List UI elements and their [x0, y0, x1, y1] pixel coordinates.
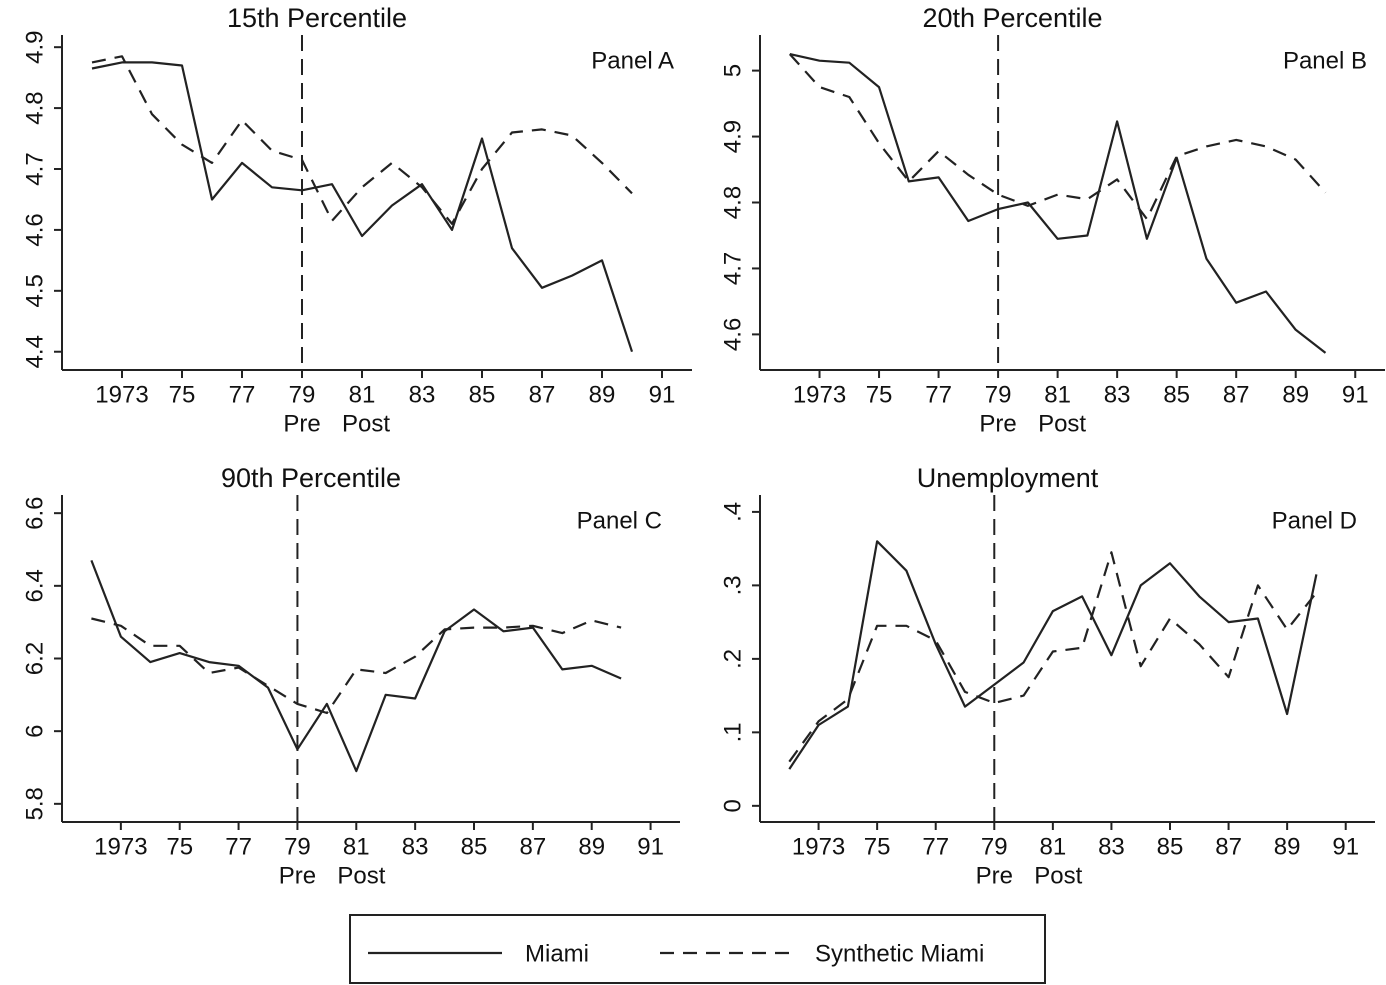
- x-tick-label: 81: [349, 381, 376, 408]
- legend-label: Synthetic Miami: [815, 940, 984, 967]
- post-label: Post: [342, 410, 390, 437]
- y-tick-label: 6: [21, 724, 48, 737]
- x-tick-label: 87: [1223, 381, 1250, 408]
- y-tick-label: 4.6: [719, 318, 746, 351]
- x-tick-label: 77: [925, 381, 952, 408]
- x-tick-label: 75: [166, 833, 193, 860]
- x-tick-label: 87: [520, 833, 547, 860]
- post-label: Post: [337, 862, 385, 889]
- pre-label: Pre: [283, 410, 320, 437]
- panel-title: Unemployment: [917, 463, 1099, 493]
- y-tick-label: .4: [719, 502, 746, 522]
- x-tick-label: 79: [985, 381, 1012, 408]
- y-tick-label: .1: [719, 722, 746, 742]
- x-tick-label: 85: [461, 833, 488, 860]
- panel-label: Panel A: [591, 47, 674, 74]
- x-tick-label: 89: [1282, 381, 1309, 408]
- series-line: [788, 53, 1327, 221]
- post-label: Post: [1038, 410, 1086, 437]
- x-tick-label: 1973: [793, 381, 846, 408]
- panel-title: 90th Percentile: [221, 463, 401, 493]
- x-tick-label: 87: [1215, 833, 1242, 860]
- x-tick-label: 89: [1274, 833, 1301, 860]
- x-tick-label: 91: [1332, 833, 1359, 860]
- x-tick-label: 91: [637, 833, 664, 860]
- x-tick-label: 75: [866, 381, 893, 408]
- series-line: [91, 55, 633, 225]
- x-tick-label: 91: [649, 381, 676, 408]
- y-tick-label: 4.8: [719, 186, 746, 219]
- legend-label: Miami: [525, 940, 589, 967]
- x-tick-label: 83: [1098, 833, 1125, 860]
- x-tick-label: 85: [469, 381, 496, 408]
- x-tick-label: 81: [343, 833, 370, 860]
- series-line: [789, 53, 1327, 354]
- x-tick-label: 81: [1044, 381, 1071, 408]
- x-tick-label: 89: [589, 381, 616, 408]
- x-tick-label: 75: [864, 833, 891, 860]
- panel-title: 15th Percentile: [227, 3, 407, 33]
- y-tick-label: 6.4: [21, 569, 48, 602]
- pre-label: Pre: [976, 862, 1013, 889]
- y-tick-label: 4.4: [21, 335, 48, 368]
- pre-label: Pre: [279, 862, 316, 889]
- x-tick-label: 81: [1040, 833, 1067, 860]
- legend-box: [349, 914, 1046, 984]
- y-tick-label: 4.7: [719, 252, 746, 285]
- x-tick-label: 89: [578, 833, 605, 860]
- x-tick-label: 1973: [95, 381, 148, 408]
- x-tick-label: 91: [1342, 381, 1369, 408]
- y-tick-label: 0: [719, 799, 746, 812]
- y-tick-label: 4.6: [21, 213, 48, 246]
- y-tick-label: .3: [719, 575, 746, 595]
- x-tick-label: 77: [229, 381, 256, 408]
- x-tick-label: 1973: [792, 833, 845, 860]
- series-line: [90, 560, 622, 773]
- x-tick-label: 87: [529, 381, 556, 408]
- y-tick-label: 4.7: [21, 152, 48, 185]
- y-tick-label: 4.8: [21, 91, 48, 124]
- y-tick-label: 4.9: [21, 30, 48, 63]
- x-tick-label: 79: [981, 833, 1008, 860]
- y-tick-label: 6.6: [21, 496, 48, 529]
- panel-title: 20th Percentile: [922, 3, 1102, 33]
- panel-label: Panel B: [1283, 47, 1367, 74]
- x-tick-label: 77: [225, 833, 252, 860]
- x-tick-label: 1973: [94, 833, 147, 860]
- y-tick-label: 4.5: [21, 274, 48, 307]
- x-tick-label: 77: [922, 833, 949, 860]
- pre-label: Pre: [979, 410, 1016, 437]
- x-tick-label: 83: [402, 833, 429, 860]
- x-tick-label: 85: [1163, 381, 1190, 408]
- x-tick-label: 85: [1157, 833, 1184, 860]
- x-tick-label: 75: [169, 381, 196, 408]
- y-tick-label: 4.9: [719, 120, 746, 153]
- series-line: [788, 540, 1318, 770]
- panel-label: Panel C: [577, 507, 662, 534]
- x-tick-label: 79: [289, 381, 316, 408]
- x-tick-label: 79: [284, 833, 311, 860]
- series-line: [91, 61, 634, 353]
- x-tick-label: 83: [1104, 381, 1131, 408]
- series-line: [788, 551, 1318, 763]
- y-tick-label: .2: [719, 649, 746, 669]
- panel-label: Panel D: [1272, 507, 1357, 534]
- y-tick-label: 6.2: [21, 642, 48, 675]
- post-label: Post: [1034, 862, 1082, 889]
- y-tick-label: 5: [719, 64, 746, 77]
- y-tick-label: 5.8: [21, 787, 48, 820]
- series-line: [91, 617, 622, 715]
- x-tick-label: 83: [409, 381, 436, 408]
